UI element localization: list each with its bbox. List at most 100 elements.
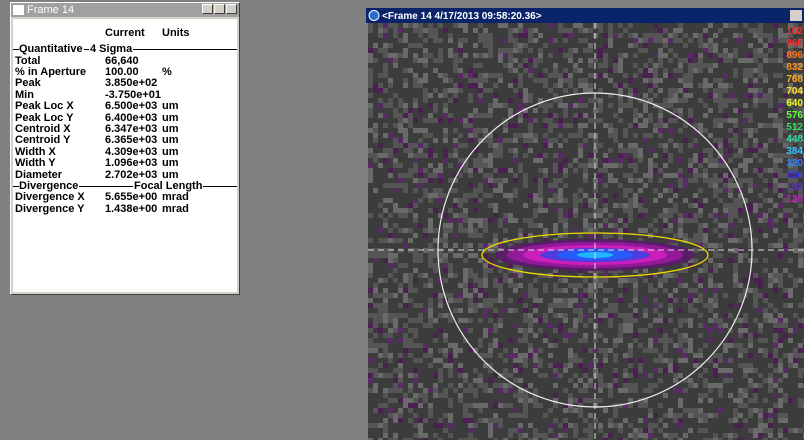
row-label: Divergence X xyxy=(15,192,85,203)
noise-pixel xyxy=(798,253,803,258)
noise-pixel xyxy=(473,193,478,198)
noise-pixel xyxy=(738,203,743,208)
noise-pixel xyxy=(448,163,453,168)
noise-pixel xyxy=(448,368,453,373)
maximize-button[interactable] xyxy=(214,4,225,14)
noise-pixel xyxy=(683,198,688,203)
noise-pixel xyxy=(533,428,538,433)
noise-pixel xyxy=(668,118,673,123)
noise-pixel xyxy=(508,98,513,103)
noise-pixel xyxy=(408,123,413,128)
noise-pixel xyxy=(648,88,653,93)
noise-pixel xyxy=(748,68,753,73)
noise-pixel xyxy=(383,198,388,203)
noise-pixel xyxy=(428,258,433,263)
noise-pixel xyxy=(788,363,793,368)
noise-pixel xyxy=(673,53,678,58)
noise-pixel xyxy=(768,433,773,438)
noise-pixel xyxy=(713,213,718,218)
noise-pixel xyxy=(798,403,803,408)
noise-pixel xyxy=(418,358,423,363)
noise-pixel xyxy=(723,153,728,158)
noise-pixel xyxy=(583,338,588,343)
row-value: 6.400e+03 xyxy=(105,113,157,124)
noise-pixel xyxy=(563,313,568,318)
noise-pixel xyxy=(378,408,383,413)
noise-pixel xyxy=(773,123,778,128)
noise-pixel xyxy=(668,228,673,233)
noise-pixel xyxy=(428,173,433,178)
noise-pixel xyxy=(443,223,448,228)
noise-pixel xyxy=(733,123,738,128)
noise-pixel xyxy=(663,228,668,233)
noise-pixel xyxy=(598,223,603,228)
noise-pixel xyxy=(393,123,398,128)
noise-pixel xyxy=(588,118,593,123)
noise-pixel xyxy=(508,388,513,393)
noise-pixel xyxy=(548,123,553,128)
noise-pixel xyxy=(633,288,638,293)
noise-pixel xyxy=(693,198,698,203)
noise-pixel xyxy=(503,348,508,353)
noise-pixel xyxy=(523,113,528,118)
noise-pixel xyxy=(483,33,488,38)
noise-pixel xyxy=(453,343,458,348)
noise-pixel xyxy=(658,328,663,333)
noise-pixel xyxy=(533,293,538,298)
noise-pixel xyxy=(683,408,688,413)
noise-pixel xyxy=(623,73,628,78)
noise-pixel xyxy=(713,98,718,103)
noise-pixel xyxy=(678,228,683,233)
noise-pixel xyxy=(663,368,668,373)
noise-pixel xyxy=(393,223,398,228)
noise-pixel xyxy=(373,343,378,348)
noise-pixel xyxy=(378,83,383,88)
noise-pixel xyxy=(483,73,488,78)
noise-pixel xyxy=(633,293,638,298)
noise-pixel xyxy=(713,48,718,53)
noise-pixel xyxy=(693,153,698,158)
noise-pixel xyxy=(713,178,718,183)
noise-pixel xyxy=(703,168,708,173)
noise-pixel xyxy=(578,123,583,128)
noise-pixel xyxy=(448,383,453,388)
noise-pixel xyxy=(443,278,448,283)
noise-pixel xyxy=(748,428,753,433)
noise-pixel xyxy=(418,423,423,428)
noise-pixel xyxy=(753,103,758,108)
noise-pixel xyxy=(513,188,518,193)
minimize-button[interactable] xyxy=(202,4,213,14)
noise-pixel xyxy=(453,298,458,303)
noise-pixel xyxy=(418,258,423,263)
noise-pixel xyxy=(628,358,633,363)
noise-pixel xyxy=(498,148,503,153)
noise-pixel xyxy=(563,33,568,38)
noise-pixel xyxy=(518,33,523,38)
noise-pixel xyxy=(468,418,473,423)
noise-pixel xyxy=(758,93,763,98)
noise-pixel xyxy=(728,193,733,198)
noise-pixel xyxy=(493,413,498,418)
noise-pixel xyxy=(368,328,373,333)
close-button[interactable] xyxy=(226,4,237,14)
window-button[interactable] xyxy=(790,10,802,21)
noise-pixel xyxy=(748,353,753,358)
noise-pixel xyxy=(598,313,603,318)
noise-pixel xyxy=(763,233,768,238)
noise-pixel xyxy=(408,343,413,348)
noise-pixel xyxy=(668,413,673,418)
noise-pixel xyxy=(368,238,373,243)
noise-pixel xyxy=(568,103,573,108)
noise-pixel xyxy=(643,38,648,43)
noise-pixel xyxy=(418,153,423,158)
noise-pixel xyxy=(603,348,608,353)
noise-pixel xyxy=(513,273,518,278)
noise-pixel xyxy=(698,53,703,58)
noise-pixel xyxy=(618,118,623,123)
noise-pixel xyxy=(383,88,388,93)
noise-pixel xyxy=(773,278,778,283)
noise-pixel xyxy=(368,163,373,168)
noise-pixel xyxy=(458,363,463,368)
noise-pixel xyxy=(753,53,758,58)
noise-pixel xyxy=(403,298,408,303)
